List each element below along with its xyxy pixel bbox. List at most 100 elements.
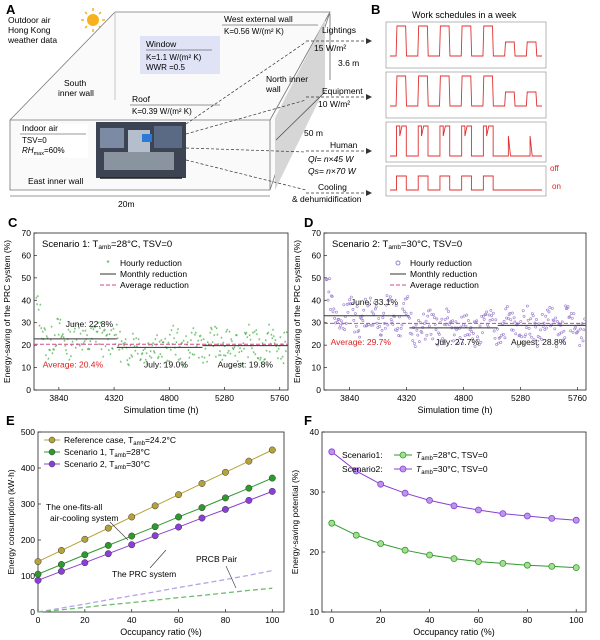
hourly-point: * — [211, 329, 214, 335]
roof-name: Roof — [132, 94, 151, 104]
legend-suffix: =28°C — [126, 447, 150, 457]
x-tick-label: 60 — [174, 615, 184, 625]
hourly-point: * — [149, 351, 152, 357]
hourly-point — [561, 338, 565, 342]
hourly-point — [520, 341, 524, 345]
hourly-point: * — [83, 340, 86, 346]
hourly-point: * — [156, 335, 159, 341]
panel-a-letter: A — [6, 2, 16, 17]
hourly-point: * — [204, 348, 207, 354]
hourly-point: * — [57, 318, 60, 324]
legend-label: Average reduction — [120, 280, 189, 290]
x-tick-label: 0 — [36, 615, 41, 625]
hourly-point — [518, 333, 522, 337]
hourly-point: * — [121, 348, 124, 354]
hourly-point: * — [238, 352, 241, 358]
hourly-point: * — [153, 350, 156, 356]
hourly-point: * — [168, 361, 171, 367]
hourly-point: * — [108, 334, 111, 340]
hourly-point — [388, 297, 391, 301]
y-tick-label: 300 — [21, 499, 35, 509]
hourly-point: * — [152, 342, 155, 348]
hourly-point — [429, 332, 433, 336]
series-point — [523, 512, 531, 520]
hourly-point — [400, 323, 404, 327]
hourly-point: * — [69, 331, 72, 337]
hourly-point — [410, 332, 414, 336]
hourly-point — [345, 302, 349, 306]
chart-title-rest: =30°C, TSV=0 — [401, 239, 462, 250]
east-wall: East inner wall — [28, 176, 83, 186]
x-tick-label: 5280 — [511, 393, 530, 403]
x-tick-label: 0 — [329, 615, 334, 625]
series-point — [245, 457, 253, 465]
hourly-point — [522, 315, 526, 318]
room-box — [9, 11, 331, 191]
hourly-point — [416, 333, 420, 337]
hourly-point — [527, 326, 531, 330]
y-tick-label: 400 — [21, 463, 35, 473]
series-point — [245, 484, 253, 492]
hourly-point — [521, 309, 525, 313]
roof-k: K=0.39 W/(m² K) — [132, 107, 192, 116]
hourly-point: * — [235, 335, 238, 341]
hourly-point — [426, 314, 430, 318]
hourly-point: * — [112, 348, 115, 354]
x-tick-label: 4800 — [160, 393, 179, 403]
series-point — [426, 551, 433, 559]
y-tick-label: 20 — [310, 547, 320, 557]
hourly-point — [481, 331, 484, 335]
hourly-point: * — [225, 331, 228, 337]
annotation-leader — [149, 549, 167, 569]
hourly-point — [562, 329, 566, 333]
hourly-point — [525, 326, 528, 330]
y-tick-label: 30 — [312, 318, 322, 328]
series-point — [128, 541, 136, 549]
hourly-point: * — [154, 352, 157, 358]
hourly-point — [538, 335, 542, 339]
series-point — [128, 532, 136, 540]
hourly-point: * — [190, 340, 193, 346]
schedule-line — [390, 175, 542, 191]
hourly-point: * — [277, 357, 280, 363]
hourly-point: * — [175, 342, 178, 348]
series-point — [34, 558, 42, 566]
hourly-point: * — [150, 357, 153, 363]
hourly-point — [418, 340, 421, 344]
hourly-point — [498, 335, 502, 339]
hourly-point: * — [220, 337, 223, 343]
hourly-point: * — [261, 362, 264, 368]
hourly-point: * — [106, 334, 109, 340]
hourly-point — [386, 323, 390, 327]
hourly-point — [471, 332, 475, 335]
series-point — [268, 487, 276, 495]
hourly-point — [496, 327, 499, 331]
hourly-point — [511, 328, 515, 332]
hourly-point: * — [83, 342, 86, 348]
chart-title: Scenario 1: Tamb=28°C, TSV=0 — [42, 239, 172, 251]
hourly-point — [440, 317, 444, 321]
hourly-point: * — [167, 342, 170, 348]
hourly-point — [555, 320, 559, 323]
hourly-point — [489, 309, 493, 312]
legend-suffix: =30°C, TSV=0 — [433, 464, 488, 474]
hourly-point — [362, 308, 366, 312]
hourly-point: * — [73, 331, 76, 337]
legend-sub: amb — [421, 470, 433, 476]
hourly-point: * — [203, 339, 206, 345]
panel-b: B Work schedules in a week off on — [371, 2, 561, 197]
hourly-point — [351, 308, 355, 311]
hourly-point: * — [247, 357, 250, 363]
indoor-tsv: TSV=0 — [22, 136, 47, 145]
hourly-point — [413, 342, 416, 345]
hourly-point — [338, 326, 342, 330]
hourly-point — [343, 328, 347, 332]
hourly-point — [331, 310, 335, 314]
hourly-point: * — [244, 334, 247, 340]
hourly-point — [439, 339, 443, 343]
y-tick-label: 60 — [312, 250, 322, 260]
panel-letter: C — [8, 215, 18, 230]
hourly-point — [505, 316, 509, 320]
hourly-point: * — [86, 335, 89, 341]
hourly-point: * — [90, 327, 93, 333]
